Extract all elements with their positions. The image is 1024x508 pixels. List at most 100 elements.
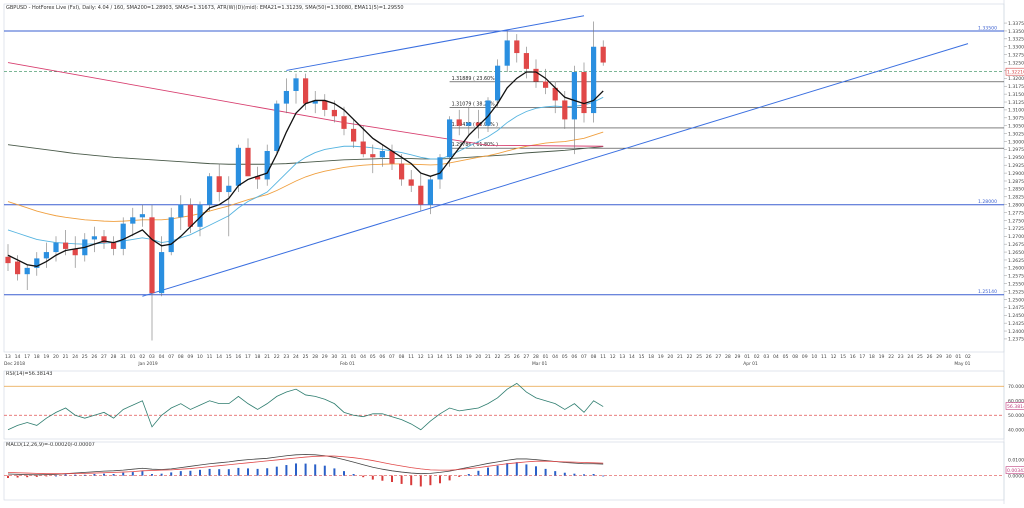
- price-y-tick-label: 1.28750: [1008, 179, 1024, 185]
- price-panel-frame: [3, 3, 1005, 353]
- price-y-tick-label: 1.28500: [1008, 187, 1024, 193]
- macd-histogram-bar: [419, 475, 422, 487]
- x-month-label: Apr 01: [743, 361, 758, 367]
- ma-black-line: [7, 71, 604, 267]
- macd-histogram-bar: [55, 475, 57, 477]
- x-tick-label: 19: [658, 354, 664, 360]
- x-month-label: May 01: [954, 361, 970, 367]
- macd-histogram-bar: [352, 474, 355, 476]
- x-tick-label: 11: [821, 354, 827, 360]
- macd-signal-line: [7, 455, 604, 475]
- macd-histogram-bar: [237, 467, 240, 476]
- trendline: [286, 15, 585, 71]
- fib-level-label: 1.29786 ( 61.80% ): [452, 142, 499, 148]
- candle-body: [552, 87, 558, 101]
- price-y-tick-label: 1.25750: [1008, 274, 1024, 280]
- macd-histogram-bar: [467, 474, 470, 476]
- candle-body: [187, 204, 193, 227]
- fib-level-label: 1.31079 ( 38.20% ): [452, 101, 499, 107]
- ma-red-line: [7, 62, 604, 147]
- x-tick-label: 17: [245, 354, 251, 360]
- macd-histogram-bar: [208, 468, 211, 476]
- x-tick-label: 13: [619, 354, 625, 360]
- x-tick-label: 10: [811, 354, 817, 360]
- candle-body: [226, 185, 232, 193]
- price-y-tick-label: 1.27250: [1008, 226, 1024, 232]
- x-tick-label: 22: [495, 354, 501, 360]
- x-tick-label: 20: [53, 354, 59, 360]
- x-tick-label: 30: [946, 354, 952, 360]
- price-y-tick-label: 1.33500: [1008, 29, 1024, 35]
- candle-body: [351, 128, 357, 142]
- candle-body: [312, 100, 318, 104]
- x-tick-label: 15: [639, 354, 645, 360]
- x-tick-label: 21: [677, 354, 683, 360]
- x-month-label: Mar 01: [532, 361, 547, 367]
- price-y-tick-label: 1.23750: [1008, 337, 1024, 343]
- candle-body: [216, 176, 222, 193]
- price-label: 1.32210: [1007, 70, 1024, 76]
- macd-histogram-bar: [573, 473, 576, 476]
- price-y-tick-label: 1.28250: [1008, 195, 1024, 201]
- price-y-tick-label: 1.33250: [1008, 37, 1024, 43]
- price-y-tick-label: 1.33750: [1008, 21, 1024, 27]
- x-tick-label: 01: [955, 354, 961, 360]
- macd-histogram-bar: [304, 463, 307, 476]
- price-y-tick-label: 1.26500: [1008, 250, 1024, 256]
- x-tick-label: 31: [341, 354, 347, 360]
- candle-body: [543, 81, 549, 88]
- x-tick-label: 29: [322, 354, 328, 360]
- rsi-line: [7, 382, 604, 431]
- macd-histogram-bar: [199, 469, 201, 476]
- candle-body: [379, 150, 385, 158]
- x-tick-label: 02: [754, 354, 760, 360]
- x-tick-label: 25: [917, 354, 923, 360]
- candle-body: [149, 217, 155, 294]
- macd-histogram-bar: [35, 475, 38, 477]
- x-tick-label: 31: [120, 354, 126, 360]
- x-tick-label: 28: [111, 354, 117, 360]
- x-tick-label: 10: [197, 354, 203, 360]
- x-tick-label: 18: [456, 354, 462, 360]
- x-tick-label: 19: [879, 354, 885, 360]
- x-tick-label: 01: [543, 354, 549, 360]
- x-tick-label: 05: [562, 354, 568, 360]
- x-tick-label: 16: [235, 354, 241, 360]
- price-y-tick-label: 1.28000: [1008, 202, 1024, 208]
- ma-dark-line: [7, 144, 604, 165]
- x-tick-label: 01: [130, 354, 136, 360]
- x-tick-label: 21: [485, 354, 491, 360]
- macd-histogram-bar: [170, 472, 173, 476]
- candle-body: [53, 242, 59, 253]
- price-y-tick-label: 1.30250: [1008, 131, 1024, 137]
- price-y-tick-label: 1.31500: [1008, 92, 1024, 98]
- macd-histogram-bar: [266, 468, 269, 476]
- candle-body: [120, 223, 126, 249]
- candle-body: [408, 179, 414, 186]
- candle-body: [72, 248, 78, 256]
- rsi-current-label: 56.38143: [1007, 404, 1024, 410]
- macd-panel-frame: [3, 441, 1005, 501]
- x-tick-label: 25: [303, 354, 309, 360]
- x-tick-label: 08: [792, 354, 798, 360]
- macd-histogram-bar: [362, 475, 365, 478]
- x-tick-label: 27: [101, 354, 107, 360]
- x-tick-label: 30: [331, 354, 337, 360]
- macd-histogram-bar: [122, 472, 125, 476]
- candle-body: [34, 258, 40, 268]
- candle-body: [466, 122, 472, 126]
- macd-histogram-bar: [448, 475, 451, 481]
- price-y-tick-label: 1.29250: [1008, 163, 1024, 169]
- horizontal-level-label: 1.33500: [978, 25, 997, 31]
- candle-body: [111, 242, 117, 249]
- candle-body: [514, 40, 520, 54]
- candle-body: [485, 100, 491, 126]
- x-tick-label: 25: [504, 354, 510, 360]
- candle-body: [293, 78, 299, 91]
